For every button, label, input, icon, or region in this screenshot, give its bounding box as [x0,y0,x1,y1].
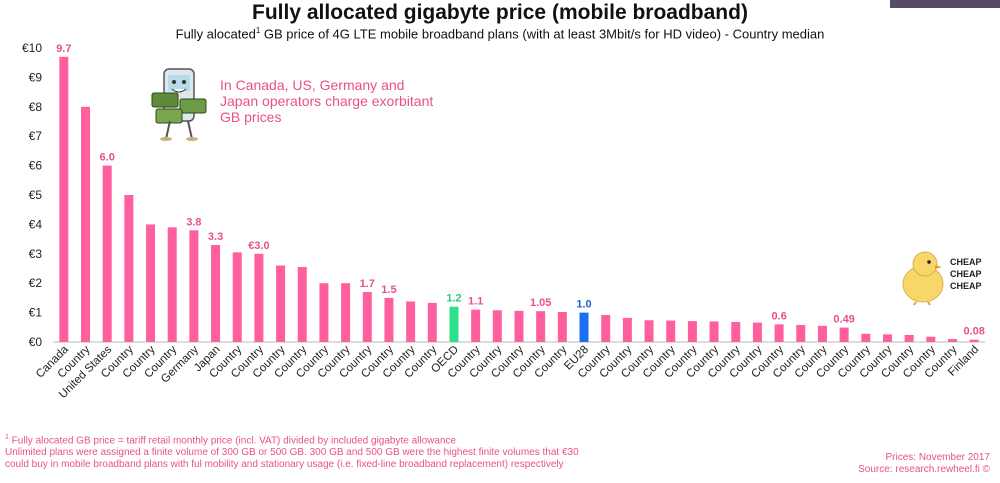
bar [211,244,221,342]
y-tick-label: €2 [29,276,43,290]
bar [861,333,871,342]
bar [774,324,784,342]
y-tick-label: €6 [29,159,43,173]
bar [254,253,264,342]
bar [796,324,806,342]
chart-subtitle: Fully alocated1 GB price of 4G LTE mobil… [0,26,1000,41]
prices-date: Prices: November 2017 [885,452,991,463]
bar [622,317,632,342]
y-tick-label: €1 [29,306,43,320]
bar [536,311,546,342]
bar [601,314,611,342]
chick-illustration [902,251,944,306]
data-label: 1.1 [468,296,483,308]
bar [189,230,199,342]
bar [514,310,524,342]
y-tick-label: €8 [29,100,43,114]
data-label: €3.0 [248,240,269,252]
bar [644,320,654,342]
source-credit: Source: research.rewheel.fi © [858,464,990,475]
bar [839,327,849,342]
cheap-line-1: CHEAP [950,257,982,267]
y-tick-label: €9 [29,70,43,84]
bar [427,302,437,342]
bar [666,320,676,342]
bar [947,339,957,342]
data-label: 1.0 [576,299,591,311]
footnote: 1 Fully alocated GB price = tariff retai… [5,432,765,471]
y-tick-label: €10 [22,41,42,55]
bar [709,321,719,342]
chart-annotation: In Canada, US, Germany and Japan operato… [220,77,434,125]
chart-title: Fully allocated gigabyte price (mobile b… [252,1,748,24]
bar [319,283,329,342]
cheap-line-3: CHEAP [950,281,982,291]
bar [752,322,762,342]
cheap-line-2: CHEAP [950,269,982,279]
bar [276,265,286,342]
bar [492,310,502,342]
bar [471,309,481,342]
bar [449,306,459,342]
subtitle-part-2: GB price of 4G LTE mobile broadband plan… [260,26,825,42]
bar [81,106,91,342]
data-label: 3.3 [208,231,223,243]
y-tick-label: €7 [29,129,43,143]
bar [341,283,351,342]
footnote-mark: 1 [5,434,9,441]
bar [406,301,416,342]
subtitle-part-1: Fully alocated [175,26,256,42]
data-label: 1.7 [360,278,375,290]
bar [384,297,394,342]
y-tick-label: €0 [29,335,43,349]
data-label: 0.6 [771,310,786,322]
bar [362,292,372,342]
bar [687,321,697,342]
bar [904,334,914,342]
corner-decoration [890,0,1000,8]
data-label: 3.8 [186,216,201,228]
data-label: 0.49 [833,314,854,326]
data-label: 1.05 [530,297,551,309]
data-label: 6.0 [100,152,115,164]
bar [579,312,589,342]
bar [297,267,307,342]
bar [557,312,567,342]
source-note: Prices: November 2017 Source: research.r… [858,452,990,476]
bar [731,322,741,342]
bar [882,334,892,342]
data-label: 0.08 [963,326,984,338]
y-tick-label: €3 [29,247,43,261]
y-tick-label: €4 [29,217,43,231]
bar [59,56,69,342]
cheap-badge: CHEAP CHEAP CHEAP [950,256,1000,292]
footnote-line-1: 1 Fully alocated GB price = tariff retai… [5,432,765,447]
bar [102,165,112,342]
data-label: 1.5 [381,284,396,296]
bar [817,325,827,342]
subtitle-footnote-mark: 1 [255,26,261,35]
data-label: 1.2 [446,293,461,305]
bar [146,224,156,342]
money-phone-illustration [151,68,207,141]
bar [926,336,936,342]
y-tick-label: €5 [29,188,43,202]
bar [232,252,242,342]
footnote-line-3: could buy in mobile broadband plans with… [5,459,564,471]
footnote-line-2: Unlimited plans were assigned a finite v… [5,447,579,459]
data-label: 9.7 [56,43,71,55]
footnote-definition: Fully alocated GB price = tariff retail … [8,435,457,447]
bar [124,195,134,342]
bar [969,339,979,342]
bar [167,227,177,342]
